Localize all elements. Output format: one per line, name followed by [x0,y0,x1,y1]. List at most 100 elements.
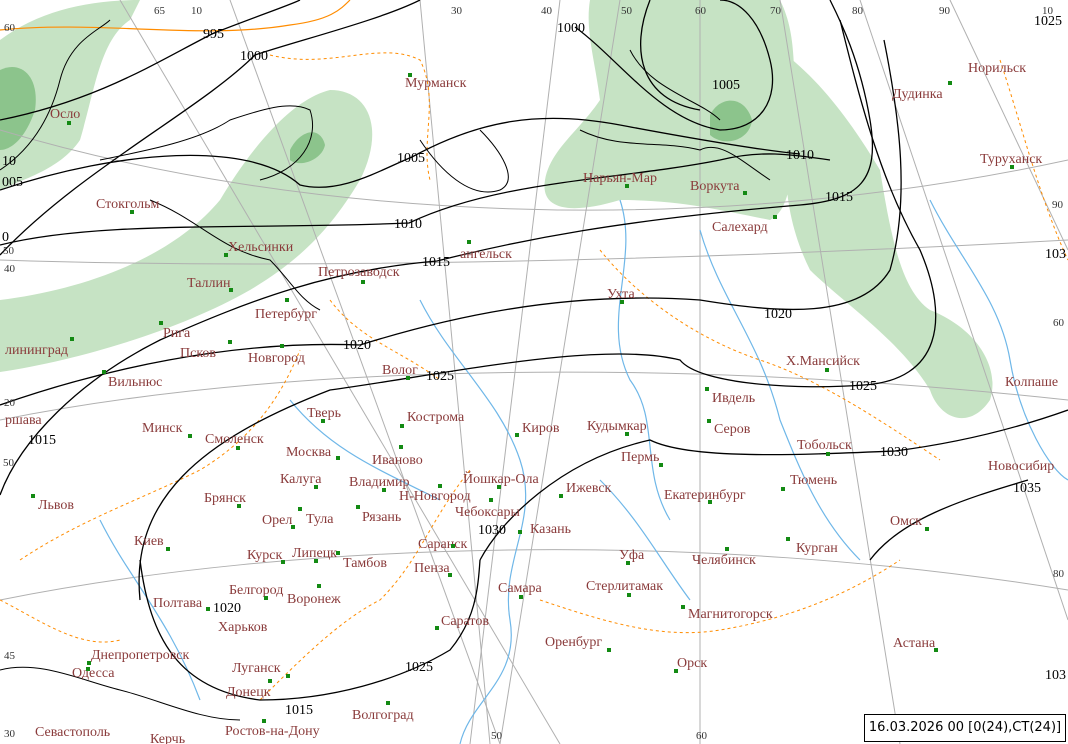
grid-label: 20 [4,397,16,409]
city-label: Кудымкар [587,419,647,434]
grid-label: 90 [939,5,951,17]
city-label: Орск [677,656,707,671]
city-label: Брянск [204,491,246,506]
city-label: Кострома [407,410,465,425]
city-label: Салехард [712,220,768,235]
city-label: Стокгольм [96,197,159,212]
city-label: Воркута [690,179,740,194]
city-label: Волгоград [352,708,414,723]
isobar-line [0,0,301,121]
grid-label: 50 [491,730,503,742]
city-marker [743,191,747,195]
city-marker [286,674,290,678]
city-marker [518,530,522,534]
labels: 9951000100010051010101510051010101510201… [2,5,1066,744]
city-label: Львов [38,498,74,513]
city-marker [725,547,729,551]
isobar-label: 1025 [426,369,454,384]
city-marker [236,446,240,450]
river [699,229,861,561]
grid-label: 50 [3,457,15,469]
city-label: Норильск [968,61,1026,76]
city-label: Москва [286,445,332,460]
isobar-label: 1030 [880,445,908,460]
city-marker [159,321,163,325]
city-label: Хельсинки [228,240,294,255]
grid-label: 40 [541,5,553,17]
isobar-line [139,559,481,701]
isobar-line [0,39,902,406]
city-marker [224,253,228,257]
isobar-line [0,0,874,496]
city-label: Керчь [150,732,185,744]
city-label: Калуга [280,472,322,487]
city-marker [361,280,365,284]
timestamp-label: 16.03.2026 00 [0(24),CT(24)] [864,714,1066,742]
city-marker [70,337,74,341]
precipitation-area [780,50,993,419]
grid-label: 60 [695,5,707,17]
isobar-label: 1025 [405,660,433,675]
grid-label: 30 [451,5,463,17]
city-marker [826,452,830,456]
city-label: Днепропетровск [91,648,189,663]
city-marker [314,559,318,563]
border [0,0,351,32]
isobar-label: 1000 [240,49,268,64]
grid-label: 70 [770,5,782,17]
city-label: Омск [890,514,922,529]
city-marker [130,210,134,214]
city-marker [280,344,284,348]
city-marker [497,485,501,489]
city-label: Рязань [362,510,401,525]
city-label: Пермь [621,450,659,465]
isobar-line [639,0,701,111]
city-marker [489,498,493,502]
city-label: Ростов-на-Дону [225,724,320,739]
isobar-label: 1015 [825,190,853,205]
border [999,59,1068,261]
city-marker [237,504,241,508]
city-label: Новгород [248,351,305,366]
city-marker [435,626,439,630]
grid-label: 50 [3,245,15,257]
city-marker [336,456,340,460]
grid-line [0,371,1068,421]
grid-label: 40 [4,263,16,275]
city-marker [400,424,404,428]
isobar-label: 995 [203,27,224,42]
border [329,299,441,381]
city-label: Казань [530,522,571,537]
city-label: Уфа [619,548,645,563]
city-marker [336,551,340,555]
grid-line [949,0,1068,251]
isobar-line [574,0,774,131]
isobar-line [0,0,421,256]
city-label: Луганск [232,661,281,676]
city-marker [659,463,663,467]
border [19,349,301,561]
city-label: Киев [134,534,164,549]
grid-label: 80 [1053,568,1065,580]
city-marker [268,679,272,683]
city-marker [399,445,403,449]
city-label: Киров [522,421,560,436]
isobar-label: 1015 [285,703,313,718]
city-label: Иваново [372,453,423,468]
city-label: Волог [382,363,418,378]
city-marker [67,121,71,125]
isobar-label: 10 [2,154,16,169]
city-label: Вильнюс [108,375,162,390]
city-label: Пенза [414,561,450,576]
coastline [149,199,321,311]
city-label: Самара [498,581,543,596]
city-label: лининград [5,343,68,358]
precipitation-area [0,66,36,150]
coastline [99,105,314,181]
city-label: Нарьян-Мар [583,171,657,186]
city-marker [681,605,685,609]
precipitation-area [0,0,140,190]
isobar-line [0,153,831,246]
city-marker [708,500,712,504]
city-marker [291,525,295,529]
